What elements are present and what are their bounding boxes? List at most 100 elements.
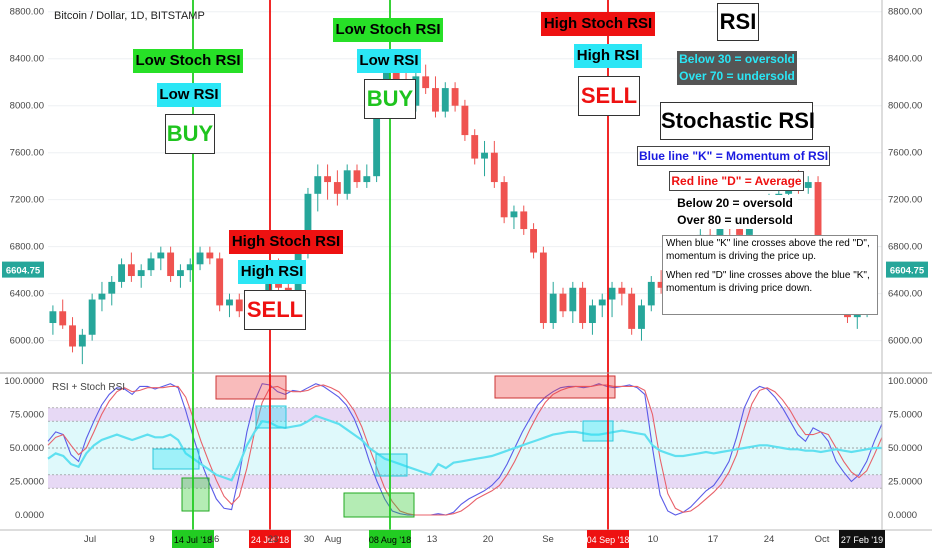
series-line-d: [47, 384, 883, 516]
candle-body: [127, 264, 135, 277]
rsi-low-box-1: [152, 448, 200, 470]
time-tick: 24: [764, 534, 775, 545]
stoch-lower-band: [48, 474, 882, 489]
price-tick-right: 6000.00: [888, 336, 922, 347]
candle-body: [500, 182, 508, 218]
candle-body: [216, 258, 224, 306]
candle-body: [363, 176, 371, 183]
price-tick-left: 6400.00: [10, 289, 44, 300]
indicator-tick-right: 50.0000: [888, 443, 922, 454]
candle-body: [206, 252, 214, 259]
stoch-high-box-1: [215, 375, 287, 400]
signal1-rsi-label: Low RSI: [157, 83, 221, 107]
time-tick: Jul: [84, 534, 96, 545]
price-tick-left: 8800.00: [10, 7, 44, 18]
crossover-notes: When blue "K" line crosses above the red…: [662, 235, 878, 315]
note-k-crosses: When blue "K" line crosses above the red…: [666, 238, 870, 262]
candle-body: [608, 287, 616, 300]
candle-body: [461, 105, 469, 136]
time-tick: 23: [268, 534, 279, 545]
price-tick-right: 8000.00: [888, 101, 922, 112]
candle-body: [588, 305, 596, 324]
candle-body: [373, 111, 381, 177]
candle-body: [716, 217, 724, 241]
candle-body: [441, 88, 449, 112]
candle-body: [69, 325, 76, 347]
current-price-label-right: 6604.75: [890, 266, 925, 277]
candle-body: [736, 229, 744, 235]
indicator-title: RSI + Stoch RSI: [52, 382, 126, 393]
stoch-low-box-2: [343, 492, 415, 518]
signal1-stoch-label: Low Stoch RSI: [133, 49, 243, 73]
rsi-high-box-2: [582, 420, 614, 442]
date-marker-bg: [249, 530, 291, 548]
candle-body: [226, 299, 233, 306]
indicator-tick-right: 75.0000: [888, 410, 922, 421]
candle-body: [147, 258, 155, 271]
date-marker-bg: [839, 530, 885, 548]
candle-body: [451, 88, 459, 106]
price-tick-right: 6400.00: [888, 289, 922, 300]
signal2-stoch-label: High Stoch RSI: [229, 230, 343, 254]
candle-body: [804, 182, 812, 188]
candle-body: [137, 270, 145, 277]
candle-body: [530, 229, 538, 253]
candle-body: [343, 170, 351, 194]
candle-body: [304, 193, 312, 253]
k-line-label: Blue line "K" = Momentum of RSI: [637, 146, 830, 166]
candle-body: [638, 305, 645, 329]
price-tick-right: 8400.00: [888, 54, 922, 65]
stoch-rule-over: Over 80 = undersold: [672, 212, 798, 229]
price-tick-left: 6800.00: [10, 242, 44, 253]
price-tick-right: 7200.00: [888, 195, 922, 206]
note-d-crosses: When red "D" line crosses above the blue…: [666, 270, 870, 294]
time-tick: 16: [209, 534, 220, 545]
time-tick: Aug: [325, 534, 342, 545]
price-tick-left: 7200.00: [10, 195, 44, 206]
signal4-stoch-label: High Stoch RSI: [541, 12, 655, 36]
time-tick: 9: [149, 534, 154, 545]
signal2-action-label: SELL: [244, 290, 306, 330]
candle-body: [745, 223, 753, 235]
rsi-rule-over: Over 70 = undersold: [677, 68, 797, 85]
candle-body: [814, 182, 822, 259]
candle-body: [157, 252, 165, 259]
candle-body: [490, 152, 498, 183]
current-price-label-left: 6604.75: [6, 266, 41, 277]
date-marker-label: 04 Sep '18: [587, 535, 630, 545]
candle-body: [186, 264, 194, 271]
price-tick-left: 8400.00: [10, 54, 44, 65]
candle-body: [539, 252, 547, 324]
indicator-tick-right: 0.0000: [888, 510, 917, 521]
rsi-title-box: RSI: [717, 3, 759, 41]
indicator-bands: [48, 407, 882, 489]
date-marker-bg: [172, 530, 214, 548]
candle-body: [108, 281, 116, 294]
price-tick-right: 6800.00: [888, 242, 922, 253]
time-tick: 13: [427, 534, 438, 545]
candle-body: [196, 252, 204, 265]
candle-body: [510, 211, 518, 218]
indicator-tick-left: 50.0000: [10, 443, 44, 454]
price-tick-left: 6000.00: [10, 336, 44, 347]
candle-body: [235, 299, 243, 312]
date-marker-label: 27 Feb '19: [841, 535, 883, 545]
candle-body: [422, 76, 430, 89]
time-tick: Oct: [815, 534, 830, 545]
current-price-tag-right: [886, 261, 928, 278]
candle-body: [647, 281, 655, 306]
candle-body: [598, 299, 606, 306]
candle-body: [618, 287, 626, 294]
price-tick-right: 8800.00: [888, 7, 922, 18]
series-line-rsi: [47, 414, 882, 482]
indicator-tick-right: 25.0000: [888, 477, 922, 488]
chart-header: Bitcoin / Dollar, 1D, BITSTAMP: [54, 10, 205, 22]
candle-body: [118, 264, 126, 282]
candle-body: [549, 293, 557, 324]
candle-body: [471, 135, 479, 159]
indicator-tick-left: 25.0000: [10, 477, 44, 488]
date-marker-bg: [369, 530, 411, 548]
time-tick: 20: [483, 534, 494, 545]
indicator-tick-right: 100.0000: [888, 376, 928, 387]
